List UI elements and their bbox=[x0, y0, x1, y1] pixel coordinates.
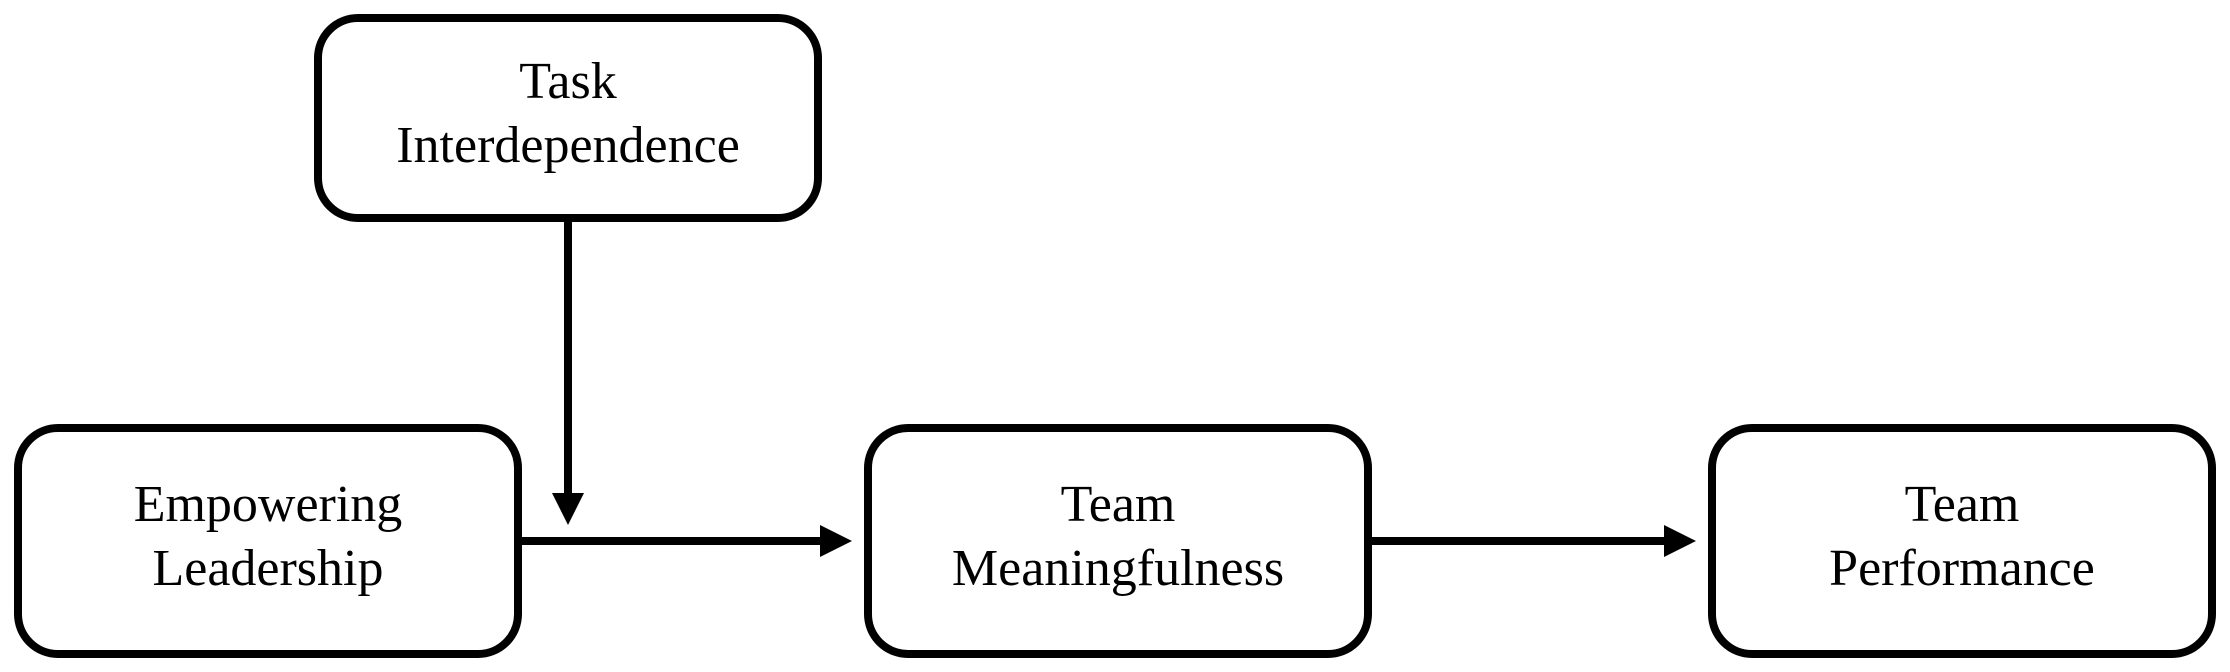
node-label-empowering_leadership-line-0: Empowering bbox=[134, 476, 403, 533]
node-label-empowering_leadership-line-1: Leadership bbox=[152, 540, 383, 597]
node-label-team_meaningfulness-line-1: Meaningfulness bbox=[952, 540, 1284, 597]
node-label-task_interdependence-line-0: Task bbox=[519, 53, 616, 110]
node-team_meaningfulness: Team Meaningfulness bbox=[868, 428, 1368, 654]
node-task_interdependence: Task Interdependence bbox=[318, 18, 818, 218]
research-model-diagram: Task Interdependence Empowering Leadership T… bbox=[0, 0, 2230, 672]
node-label-team_performance-line-0: Team bbox=[1905, 476, 2020, 533]
node-team_performance: Team Performance bbox=[1712, 428, 2212, 654]
node-label-team_performance-line-1: Performance bbox=[1829, 540, 2095, 597]
nodes-group: Task Interdependence Empowering Leadership T… bbox=[18, 18, 2212, 654]
node-label-task_interdependence-line-1: Interdependence bbox=[396, 117, 740, 174]
node-label-team_meaningfulness-line-0: Team bbox=[1061, 476, 1176, 533]
node-empowering_leadership: Empowering Leadership bbox=[18, 428, 518, 654]
